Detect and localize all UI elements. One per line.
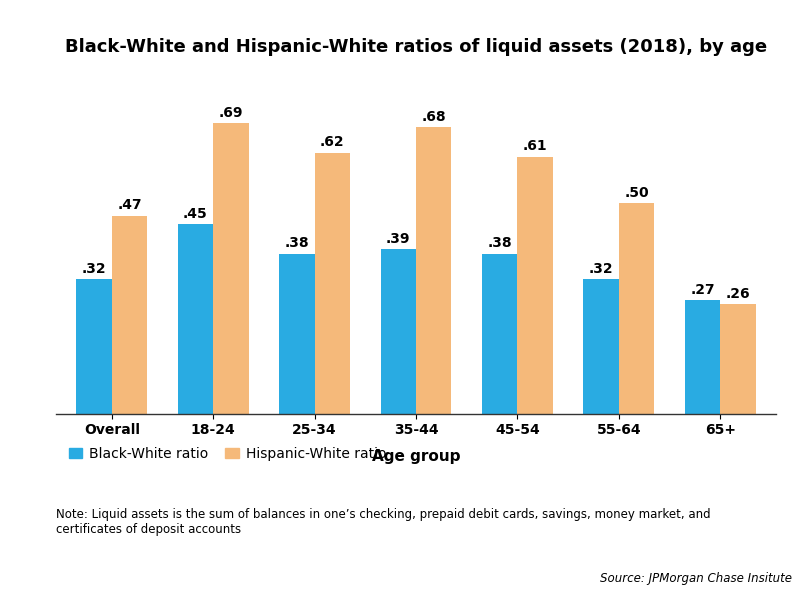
Bar <box>213 123 249 414</box>
Bar <box>112 216 147 414</box>
Text: .50: .50 <box>624 186 649 200</box>
Text: .38: .38 <box>487 236 512 251</box>
Bar <box>279 254 314 414</box>
Bar <box>178 224 213 414</box>
Bar <box>416 128 451 414</box>
X-axis label: Age group: Age group <box>372 449 460 463</box>
Bar <box>583 279 619 414</box>
Text: .39: .39 <box>386 232 410 246</box>
Bar <box>619 203 654 414</box>
Text: .69: .69 <box>218 106 243 120</box>
Bar <box>381 249 416 414</box>
Text: .27: .27 <box>690 282 714 297</box>
Text: .45: .45 <box>183 207 208 221</box>
Text: .62: .62 <box>320 135 345 150</box>
Bar <box>76 279 112 414</box>
Text: .26: .26 <box>726 287 750 301</box>
Text: .68: .68 <box>422 110 446 124</box>
Legend: Black-White ratio, Hispanic-White ratio: Black-White ratio, Hispanic-White ratio <box>63 441 392 466</box>
Bar <box>685 300 720 414</box>
Title: Black-White and Hispanic-White ratios of liquid assets (2018), by age: Black-White and Hispanic-White ratios of… <box>65 38 767 56</box>
Bar <box>518 157 553 414</box>
Text: Source: JPMorgan Chase Insitute: Source: JPMorgan Chase Insitute <box>600 572 792 585</box>
Text: Note: Liquid assets is the sum of balances in one’s checking, prepaid debit card: Note: Liquid assets is the sum of balanc… <box>56 508 710 536</box>
Text: .47: .47 <box>118 199 142 212</box>
Text: .32: .32 <box>82 262 106 275</box>
Text: .61: .61 <box>523 139 547 154</box>
Bar <box>482 254 518 414</box>
Text: .38: .38 <box>285 236 309 251</box>
Bar <box>314 152 350 414</box>
Text: .32: .32 <box>589 262 614 275</box>
Bar <box>720 304 756 414</box>
